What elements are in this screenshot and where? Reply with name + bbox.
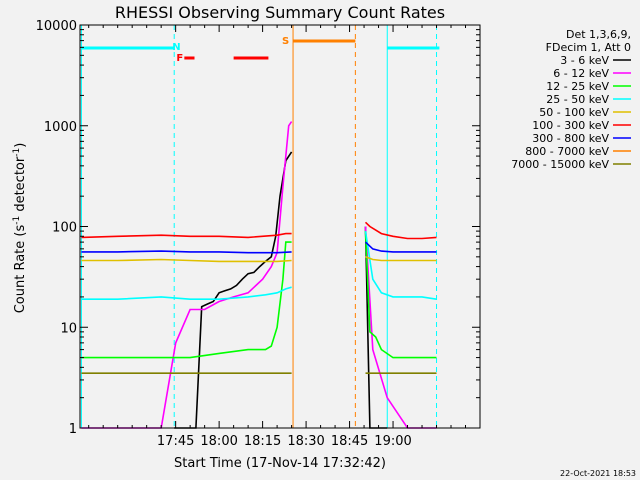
y-tick-label: 100 xyxy=(52,221,77,236)
y-tick-label: 1 xyxy=(69,422,77,437)
series-line xyxy=(364,230,437,300)
chart-title: RHESSI Observing Summary Count Rates xyxy=(115,3,445,22)
x-tick-label: 18:45 xyxy=(331,434,368,449)
footer-date: 22-Oct-2021 18:53 xyxy=(560,469,636,478)
series-line xyxy=(364,231,437,359)
y-axis-ticks: 1 10 100 1000 10000 xyxy=(36,19,480,437)
series-line xyxy=(365,256,437,262)
y-tick-label: 10 xyxy=(60,321,77,336)
legend-label: 50 - 100 keV xyxy=(539,106,609,119)
legend-label: 7000 - 15000 keV xyxy=(511,158,609,171)
series-line xyxy=(81,232,292,239)
x-tick-label: 18:15 xyxy=(244,434,281,449)
series-line xyxy=(81,121,293,429)
y-tick-label: 1000 xyxy=(44,120,77,135)
series-line xyxy=(364,221,437,240)
x-tick-label: 18:00 xyxy=(200,434,237,449)
legend-label: 25 - 50 keV xyxy=(546,93,609,106)
flare-flag-label: F xyxy=(176,53,183,64)
legend-label: 100 - 300 keV xyxy=(532,119,609,132)
x-tick-label: 18:30 xyxy=(287,434,324,449)
series-line xyxy=(81,258,292,263)
series-line xyxy=(81,286,292,301)
legend-label: 300 - 800 keV xyxy=(532,132,609,145)
legend-label: 6 - 12 keV xyxy=(553,67,609,80)
series-line xyxy=(81,241,292,359)
legend-label: 12 - 25 keV xyxy=(546,80,609,93)
legend-header: FDecim 1, Att 0 xyxy=(546,41,631,54)
y-axis-label: Count Rate (s-1 detector-1) xyxy=(12,143,28,314)
night-flag-label: N xyxy=(172,42,180,53)
y-tick-label: 10000 xyxy=(36,19,77,34)
legend-header: Det 1,3,6,9, xyxy=(566,28,631,41)
series-line xyxy=(364,241,437,253)
x-tick-label: 17:45 xyxy=(157,434,194,449)
flag-markers: NF S xyxy=(80,25,440,428)
legend-label: 800 - 7000 keV xyxy=(525,145,609,158)
x-tick-label: 19:00 xyxy=(374,434,411,449)
saa-flag-label: S xyxy=(282,36,289,47)
x-axis-ticks: 17:45 18:00 18:15 18:30 18:45 19:00 xyxy=(88,25,481,449)
series-line xyxy=(81,250,292,254)
x-axis-label: Start Time (17-Nov-14 17:32:42) xyxy=(174,456,386,471)
legend-label: 3 - 6 keV xyxy=(560,54,609,67)
